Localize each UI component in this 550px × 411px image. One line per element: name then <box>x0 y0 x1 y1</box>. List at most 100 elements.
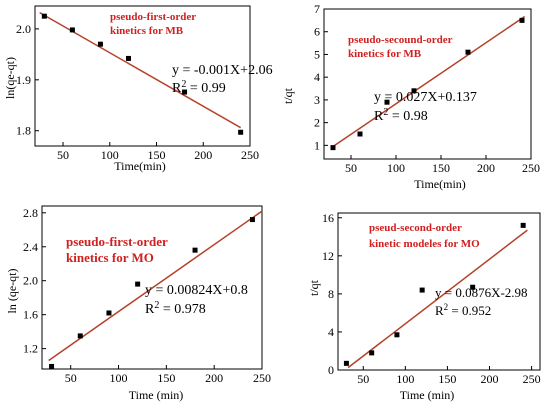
x-tick-label: 250 <box>253 371 271 385</box>
r-squared-value: = 0.99 <box>186 81 225 96</box>
r-squared: R2 = 0.98 <box>374 107 428 124</box>
r-squared-symbol: R <box>145 302 155 317</box>
r-squared-value: = 0.98 <box>388 109 427 124</box>
data-point <box>49 363 55 369</box>
x-tick-label: 50 <box>65 371 77 385</box>
data-point <box>519 17 525 23</box>
panel-title-line-2: kinetics for MB <box>110 25 184 37</box>
x-axis-label: Time(min) <box>114 159 166 173</box>
x-tick-label: 250 <box>241 148 259 162</box>
r-squared: R2 = 0.952 <box>435 302 491 318</box>
data-point <box>357 131 363 137</box>
y-tick-label: 1.6 <box>23 308 38 322</box>
y-tick-label: 2.8 <box>23 206 38 220</box>
y-tick-label: 2 <box>314 116 320 130</box>
r-squared-symbol: R <box>374 109 384 124</box>
y-tick-label: 4 <box>328 325 334 339</box>
y-tick-label: 8 <box>328 287 334 301</box>
data-point <box>97 41 103 47</box>
plot-frame <box>41 205 263 370</box>
data-point <box>411 88 417 94</box>
fit-equation: y = 0.027X+0.137 <box>374 90 477 105</box>
chart-panel-3: 50 100 150 200 250 1.2 1.6 2.0 2.4 2.8 Time (min) l… <box>5 205 271 402</box>
y-axis-label: ln (qe-qt) <box>5 269 19 314</box>
x-tick-label: 250 <box>522 161 540 175</box>
fit-equation: y = 0.0876X-2.98 <box>435 285 528 300</box>
data-point <box>249 217 255 223</box>
r-squared-exponent: 2 <box>383 107 388 118</box>
x-tick-label: 200 <box>194 148 212 162</box>
panel-title-line-1: pseudo-first-order <box>110 11 196 23</box>
x-tick-label: 200 <box>205 371 223 385</box>
x-tick-label: 150 <box>148 148 166 162</box>
data-point <box>41 13 47 19</box>
r-squared: R2 = 0.978 <box>145 300 206 317</box>
x-tick-label: 100 <box>101 148 119 162</box>
x-tick-label: 150 <box>438 372 456 386</box>
x-tick-label: 100 <box>396 372 414 386</box>
fit-equation: y = 0.00824X+0.8 <box>145 283 248 298</box>
data-point <box>343 360 349 366</box>
plot-frame <box>323 8 532 160</box>
data-point <box>192 247 198 253</box>
x-axis-label: Time (min) <box>400 388 455 402</box>
x-tick-label: 200 <box>477 161 495 175</box>
data-point <box>520 222 526 228</box>
y-tick-label: 1.9 <box>16 73 31 87</box>
y-tick-label: 6 <box>314 25 320 39</box>
y-axis-label: ln(qe-qt) <box>3 57 17 99</box>
y-tick-label: 1.2 <box>23 342 38 356</box>
fit-line <box>48 210 263 362</box>
plot-frame <box>337 212 541 371</box>
y-tick-label: 2.0 <box>16 22 31 36</box>
panel-title-line-1: pseudo-first-order <box>66 234 168 249</box>
x-tick-label: 250 <box>523 372 541 386</box>
fit-line <box>347 229 528 369</box>
data-point <box>369 350 375 356</box>
y-tick-label: 2.0 <box>23 274 38 288</box>
data-point <box>125 55 131 61</box>
r-squared-symbol: R <box>435 303 444 318</box>
y-tick-label: 5 <box>314 47 320 61</box>
x-axis-label: Time(min) <box>414 177 466 191</box>
data-point <box>77 333 83 339</box>
y-tick-label: 1.8 <box>16 124 31 138</box>
r-squared-value: = 0.978 <box>159 302 205 317</box>
data-point <box>419 287 425 293</box>
data-point <box>182 89 188 95</box>
fit-line <box>332 15 526 148</box>
x-tick-label: 50 <box>57 148 69 162</box>
y-tick-label: 3 <box>314 93 320 107</box>
y-tick-label: 2.4 <box>23 240 38 254</box>
panel-title-line-2: kinetics for MB <box>348 48 422 60</box>
x-tick-label: 150 <box>157 371 175 385</box>
y-tick-label: 0 <box>328 363 334 377</box>
y-axis-label: t/qt <box>307 279 321 296</box>
chart-panel-4: 50 100 150 200 250 0 4 8 12 16 Time (min) t/qt pseud… <box>307 211 541 402</box>
data-point <box>69 27 75 33</box>
x-tick-label: 150 <box>432 161 450 175</box>
x-tick-label: 50 <box>357 372 369 386</box>
plot-frame <box>34 5 251 147</box>
r-squared: R2 = 0.99 <box>172 79 226 96</box>
chart-panel-1: 50 100 150 200 250 1.8 1.9 2.0 Time(min) ln(qe-qt… <box>3 5 273 173</box>
y-tick-label: 7 <box>314 2 320 16</box>
r-squared-value: = 0.952 <box>448 303 491 318</box>
data-point <box>465 49 471 55</box>
x-tick-label: 100 <box>387 161 405 175</box>
panel-title-line-1: pseudo-secound-order <box>348 34 453 46</box>
x-tick-label: 100 <box>110 371 128 385</box>
data-point <box>470 284 476 290</box>
data-point <box>135 281 141 287</box>
panel-title-line-1: pseud-second-order <box>369 222 462 234</box>
data-point <box>394 332 400 338</box>
y-axis-label: t/qt <box>281 87 295 104</box>
data-point <box>330 145 336 151</box>
panel-title-line-2: kinetics for MO <box>66 250 154 265</box>
y-tick-label: 16 <box>322 211 334 225</box>
chart-panel-2: 50 100 150 200 250 1 2 3 4 5 6 7 Time(min) t/qt pseudo… <box>281 2 540 191</box>
data-point <box>106 310 112 316</box>
y-tick-label: 1 <box>314 138 320 152</box>
